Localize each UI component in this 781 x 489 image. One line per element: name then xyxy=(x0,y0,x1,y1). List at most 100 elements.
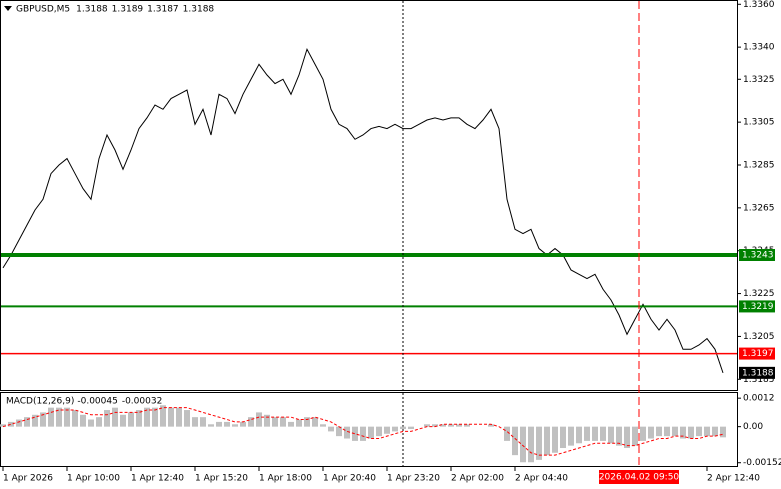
histogram-bar xyxy=(584,426,590,441)
ohlc-value: 1.3189 xyxy=(112,5,144,15)
ohlc-value: 1.3188 xyxy=(183,5,215,15)
histogram-bar xyxy=(592,426,598,441)
histogram-bar xyxy=(208,424,214,427)
histogram-bar xyxy=(440,424,446,427)
histogram-bar xyxy=(600,426,606,441)
histogram-bar xyxy=(296,419,302,427)
histogram-bar xyxy=(256,412,262,427)
histogram-bar xyxy=(704,426,710,437)
histogram-bar xyxy=(24,417,30,427)
histogram-bar xyxy=(680,426,686,439)
histogram-bar xyxy=(144,407,150,427)
histogram-bar xyxy=(40,412,46,427)
histogram-bar xyxy=(152,407,158,427)
histogram-bar xyxy=(544,426,550,456)
histogram-bar xyxy=(432,424,438,427)
histogram-bar xyxy=(88,419,94,427)
histogram-bar xyxy=(56,407,62,427)
y-tick-label: -0.00152 xyxy=(743,458,781,468)
histogram-bar xyxy=(536,426,542,460)
y-tick-label: 1.3305 xyxy=(743,118,775,128)
histogram-bar xyxy=(576,426,582,444)
histogram-bar xyxy=(712,426,718,437)
histogram-bar xyxy=(312,417,318,427)
histogram-bar xyxy=(184,410,190,427)
ohlc-value: 1.3188 xyxy=(76,5,108,15)
x-tick-label: 1 Apr 18:00 xyxy=(259,474,312,484)
menu-arrow xyxy=(4,6,12,11)
histogram-bar xyxy=(16,419,22,427)
histogram-bar xyxy=(664,426,670,437)
level-label: 1.3243 xyxy=(742,251,774,261)
y-tick-label: 1.3185 xyxy=(743,375,775,385)
histogram-bar xyxy=(400,426,406,430)
histogram-bar xyxy=(608,426,614,444)
histogram-bar xyxy=(488,424,494,427)
macd-title: MACD(12,26,9) xyxy=(6,397,74,407)
level-label-box xyxy=(739,300,775,313)
histogram-bar xyxy=(520,426,526,463)
histogram-bar xyxy=(512,426,518,456)
histogram-bar xyxy=(176,407,182,427)
x-tick-label: 2 Apr 12:40 xyxy=(707,474,760,484)
histogram-bar xyxy=(264,414,270,427)
histogram-bar xyxy=(408,426,414,430)
histogram-bar xyxy=(192,417,198,427)
histogram-bar xyxy=(552,426,558,453)
histogram-bar xyxy=(128,412,134,427)
histogram-bar xyxy=(80,414,86,427)
histogram-bar xyxy=(0,424,6,427)
histogram-bar xyxy=(232,424,238,427)
histogram-bar xyxy=(632,426,638,446)
histogram-bar xyxy=(240,421,246,427)
histogram-bar xyxy=(672,426,678,437)
histogram-bar xyxy=(360,426,366,441)
y-tick-label: 0.0012 xyxy=(743,394,775,404)
level-label: 1.3197 xyxy=(742,349,774,359)
histogram-bar xyxy=(616,426,622,446)
histogram-bar xyxy=(272,417,278,427)
y-tick-label: 1.3205 xyxy=(743,332,775,342)
histogram-bar xyxy=(368,426,374,439)
y-tick-label: 1.3265 xyxy=(743,203,775,213)
histogram-bar xyxy=(160,405,166,427)
signal-line xyxy=(2,407,724,456)
histogram-bar xyxy=(456,424,462,427)
histogram-bar xyxy=(64,407,70,427)
x-tick-label: 2 Apr 02:00 xyxy=(451,474,504,484)
y-tick-label: 1.3360 xyxy=(743,0,775,10)
histogram-bar xyxy=(120,414,126,427)
price-label: 1.3188 xyxy=(742,368,774,378)
y-tick-label: 1.3340 xyxy=(743,43,775,53)
histogram-bar xyxy=(48,407,54,427)
histogram-bar xyxy=(720,426,726,438)
histogram-bar xyxy=(448,424,454,427)
histogram-bar xyxy=(72,410,78,427)
histogram-bar xyxy=(528,426,534,463)
y-tick-label: 0.00 xyxy=(743,422,763,432)
histogram-bar xyxy=(288,421,294,427)
histogram-bar xyxy=(376,426,382,437)
y-tick-label: 1.3285 xyxy=(743,161,775,171)
level-label-box xyxy=(739,347,775,360)
x-tick-label: 1 Apr 2026 xyxy=(3,474,53,484)
time-highlight: 2026.04.02 09:50 xyxy=(599,473,680,483)
histogram-bar xyxy=(112,407,118,427)
level-label: 1.3219 xyxy=(742,302,774,312)
price-panel xyxy=(0,0,738,391)
level-label-box xyxy=(739,249,775,261)
x-tick-label: 1 Apr 20:40 xyxy=(323,474,376,484)
histogram-bar xyxy=(560,426,566,449)
histogram-bar xyxy=(640,426,646,441)
x-tick-label: 1 Apr 15:20 xyxy=(195,474,248,484)
histogram-bar xyxy=(624,426,630,449)
histogram-bar xyxy=(696,426,702,437)
histogram-bar xyxy=(104,410,110,427)
histogram-bar xyxy=(352,426,358,441)
x-tick-label: 1 Apr 23:20 xyxy=(387,474,440,484)
histogram-bar xyxy=(336,426,342,437)
histogram-bar xyxy=(392,426,398,432)
macd-value: -0.00032 xyxy=(122,397,162,407)
